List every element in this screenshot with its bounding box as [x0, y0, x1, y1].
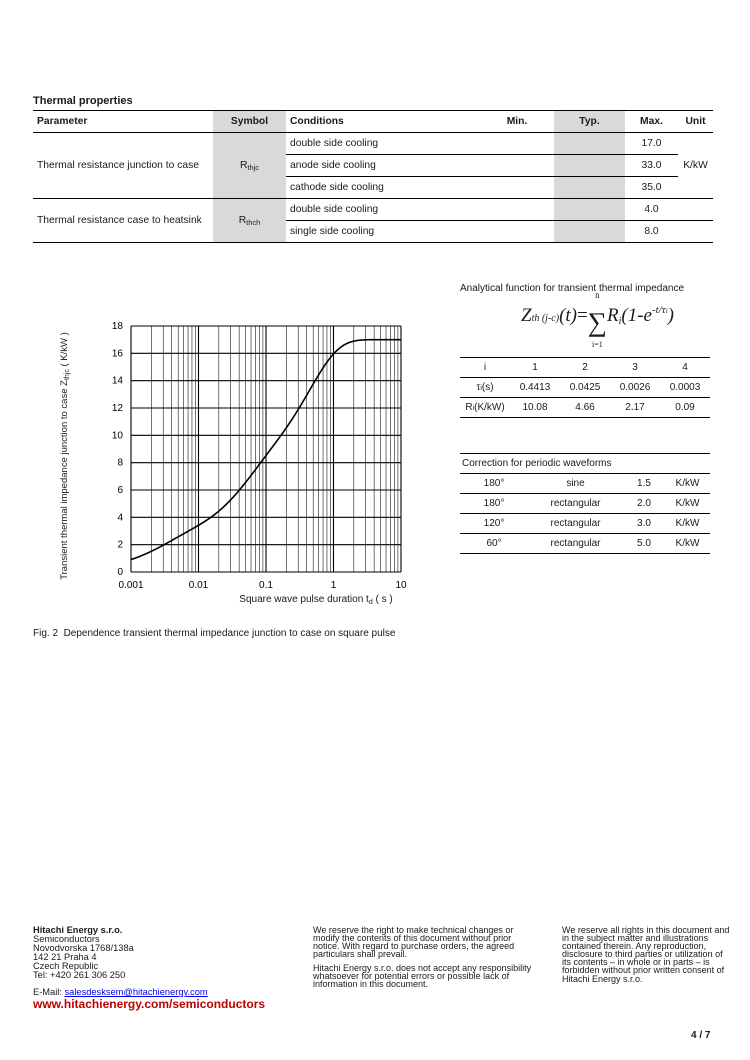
svg-text:6: 6 — [117, 485, 123, 496]
svg-text:4: 4 — [117, 512, 123, 523]
svg-text:0.01: 0.01 — [189, 580, 209, 591]
svg-text:0.001: 0.001 — [118, 580, 143, 591]
svg-text:0: 0 — [117, 567, 123, 578]
svg-text:0.1: 0.1 — [259, 580, 273, 591]
svg-text:10: 10 — [395, 580, 407, 591]
svg-text:12: 12 — [112, 403, 124, 414]
svg-text:14: 14 — [112, 376, 124, 387]
svg-text:8: 8 — [117, 458, 123, 469]
svg-text:10: 10 — [112, 430, 124, 441]
svg-text:18: 18 — [112, 321, 124, 332]
svg-text:1: 1 — [331, 580, 337, 591]
svg-text:16: 16 — [112, 348, 124, 359]
svg-text:2: 2 — [117, 540, 123, 551]
